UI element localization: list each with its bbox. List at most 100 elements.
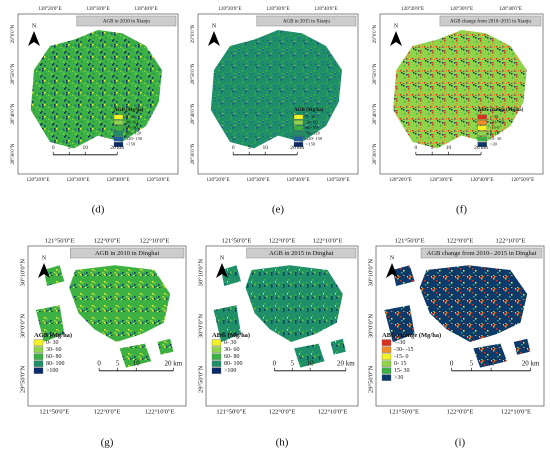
bottom-tick-label: 122°0'0"E (447, 408, 474, 415)
map-panel: AGB in 2010 in Xianju N 120°20'0"E 120°30'0… (11, 7, 179, 216)
scale-label: 10 (82, 145, 88, 151)
legend-label: 30- 60 (306, 120, 318, 125)
top-tick-label: 122°0'0"E (94, 237, 121, 244)
legend-swatch (293, 120, 304, 125)
legend-label: -15-0 (490, 125, 500, 130)
legend-label: 30- 60 (46, 347, 62, 353)
bottom-tick-label: 121°50'0"E (389, 408, 419, 415)
top-tick-label: 120°30'0"E (267, 7, 290, 12)
scale-label: 0 (52, 145, 55, 151)
top-tick-label: 120°20'0"E (39, 7, 62, 12)
legend-swatch (113, 120, 124, 125)
legend-label: 60- 90 (306, 125, 318, 130)
scale-label: 5 (116, 359, 120, 367)
legend-swatch (293, 136, 304, 142)
scale-label: 0 (273, 359, 277, 367)
left-tick-label: 30°10'0"N (197, 259, 204, 287)
bottom-tick-label: 120°50'0"E (511, 178, 534, 183)
legend-swatch (381, 346, 392, 353)
legend-swatch (33, 346, 44, 353)
legend-swatch (293, 131, 304, 136)
legend-swatch (211, 339, 222, 346)
scale-label: 5 (431, 145, 434, 151)
left-tick-label: 30°10'0"N (367, 259, 374, 287)
panel-letter: (g) (101, 437, 114, 449)
scale-label: 20 km (110, 145, 125, 151)
left-tick-label: 30°10'0"N (19, 259, 26, 287)
scale-label: 5 (68, 145, 71, 151)
scale-label: 10 (133, 359, 141, 367)
north-arrow (386, 263, 398, 278)
legend-label: >100 (46, 368, 58, 374)
legend-swatch (211, 353, 222, 360)
legend-swatch (477, 120, 487, 125)
legend-swatch (113, 136, 124, 142)
legend-label: >30 (490, 142, 498, 147)
panel-title: AGB in 2015 in Xianju (283, 20, 330, 25)
title-box (420, 247, 543, 259)
legend-label: >30 (394, 375, 403, 381)
title-box (439, 15, 542, 27)
bottom-tick-label: 122°10'0"E (501, 408, 531, 415)
legend-label: >150 (306, 142, 316, 147)
top-tick-label: 122°0'0"E (269, 237, 296, 244)
legend-title: ABG change (Mg/ha) (478, 108, 524, 113)
land-area (35, 305, 65, 342)
legend-swatch (477, 125, 487, 131)
legend-label: 30- 60 (224, 347, 240, 353)
left-tick-label: 28°50'0"N (191, 63, 196, 84)
north-label: N (42, 255, 47, 261)
left-tick-label: 28°30'0"N (191, 143, 196, 164)
north-label: N (220, 255, 225, 261)
legend-title: AGB (Mg/ha) (294, 108, 324, 113)
legend-label: 60- 90 (126, 125, 138, 130)
panel-title: AGB change from 2010~2015 in Xianju (450, 20, 531, 25)
bottom-tick-label: 122°0'0"E (269, 408, 296, 415)
north-arrow (28, 31, 40, 46)
left-tick-label: 28°50'0"N (11, 63, 16, 84)
legend-swatch (293, 142, 304, 147)
map-panel: AGB in 2015 in Dinghai N 121°50'0"E 122°0'0… (197, 237, 359, 449)
bottom-tick-label: 122°10'0"E (318, 408, 348, 415)
legend-swatch (211, 367, 222, 374)
top-tick-label: 121°50'0"E (221, 237, 251, 244)
legend-swatch (381, 374, 392, 381)
panel-letter: (i) (455, 437, 466, 449)
legend-swatch (477, 136, 487, 142)
legend-label: 120- 150 (306, 136, 323, 141)
legend-label: 30- 60 (126, 120, 138, 125)
panel-title: AGB in 2015 in Dinghai (269, 250, 333, 257)
legend-title: ABG (Mg/ha) (212, 332, 250, 339)
legend-swatch (293, 114, 304, 120)
top-tick-label: 120°40'0"E (135, 7, 158, 12)
bottom-tick-label: 120°20'0"E (27, 178, 50, 183)
legend-swatch (113, 142, 124, 147)
panel-letter: (e) (272, 204, 285, 216)
land-area (245, 265, 343, 342)
north-arrow (390, 31, 402, 46)
left-tick-label: 30°0'0"N (367, 314, 374, 338)
left-tick-label: 29°0'0"N (11, 24, 16, 43)
bottom-tick-label: 120°30'0"E (247, 178, 270, 183)
top-tick-label: 122°10'0"E (139, 237, 169, 244)
map-panel: AGB change from 2010~2015 in Xianju N 120°… (373, 7, 544, 216)
scale-label: 0 (232, 145, 235, 151)
scale-label: 10 (446, 145, 452, 151)
bottom-tick-label: 122°0'0"E (94, 408, 121, 415)
legend-swatch (33, 339, 44, 346)
left-tick-label: 29°0'0"N (191, 24, 196, 43)
map-panel: AGB change from 2010– 2015 in Dinghai N 12… (367, 237, 545, 449)
left-tick-label: 29°50'0"N (19, 365, 26, 393)
legend-swatch (33, 367, 44, 374)
left-tick-label: 28°30'0"N (11, 143, 16, 164)
map-panel: AGB in 2010 in Dinghai N 121°50'0"E 122°0'0… (19, 237, 187, 449)
legend-label: 0- 30 (46, 340, 59, 346)
legend-label: <-30 (394, 340, 405, 346)
north-arrow (208, 31, 220, 46)
north-label: N (212, 23, 217, 29)
scale-label: 20 km (290, 145, 305, 151)
land-area (221, 265, 241, 286)
bottom-tick-label: 120°40'0"E (470, 178, 493, 183)
bottom-tick-label: 121°50'0"E (39, 408, 69, 415)
legend-title: AGB (Mg/ha) (34, 332, 72, 339)
